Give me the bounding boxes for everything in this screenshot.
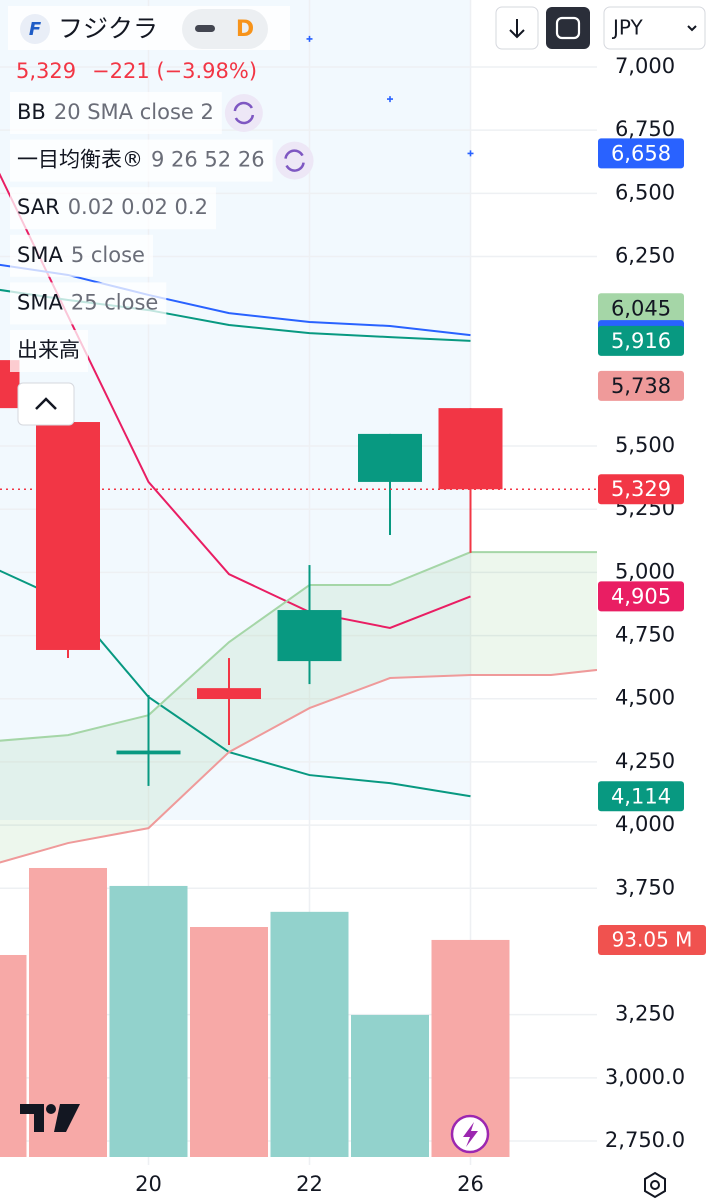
select-caret bbox=[687, 25, 697, 32]
settings-button[interactable] bbox=[644, 1171, 666, 1199]
bb-fill bbox=[0, 0, 471, 820]
legend-name: SMA bbox=[17, 290, 63, 314]
settings-icon bbox=[650, 1180, 660, 1190]
legend-params: 9 26 52 26 bbox=[151, 148, 265, 172]
volume-bar bbox=[109, 885, 188, 1157]
y-tick-label: 6,500 bbox=[615, 180, 675, 204]
currency-select[interactable] bbox=[603, 6, 706, 50]
tv-logo bbox=[20, 1104, 80, 1132]
toggle-dash bbox=[195, 25, 215, 32]
legend-name: 一目均衡表® bbox=[17, 148, 143, 172]
legend-name: BB bbox=[17, 100, 46, 124]
price: 5,329 bbox=[16, 59, 76, 83]
legend-refresh-button[interactable] bbox=[224, 94, 263, 132]
y-tick-label: 6,750 bbox=[615, 117, 675, 141]
candle-body bbox=[438, 408, 503, 490]
legend-refresh-icon bbox=[284, 149, 305, 172]
y-tick-label: 5,500 bbox=[615, 433, 675, 457]
symbol-title: フジクラ bbox=[58, 14, 158, 43]
volume-bar bbox=[190, 926, 268, 1157]
price-badge-label: 6,045 bbox=[611, 296, 671, 320]
price-badge-label: 4,114 bbox=[611, 784, 671, 808]
collapse-icon bbox=[35, 397, 57, 410]
price-badge bbox=[598, 781, 684, 812]
y-tick-label: 4,000 bbox=[615, 812, 675, 836]
volume-badge bbox=[598, 924, 706, 955]
legend-bg bbox=[10, 92, 222, 134]
legend-bg bbox=[10, 234, 153, 277]
legend-refresh-button[interactable] bbox=[275, 141, 314, 180]
change: −221 (−3.98%) bbox=[92, 59, 257, 83]
legend-bg bbox=[10, 187, 216, 230]
volume-bar bbox=[270, 911, 349, 1157]
legend-bg bbox=[10, 330, 88, 372]
price-badge bbox=[598, 138, 684, 169]
volume-badge-label: 93.05 M bbox=[612, 927, 693, 951]
ichimoku-line bbox=[0, 668, 597, 864]
candle-body bbox=[197, 688, 261, 699]
legend-bg bbox=[10, 139, 273, 182]
currency: JPY bbox=[611, 16, 644, 40]
legend-name: SMA bbox=[17, 243, 63, 267]
price-badge bbox=[598, 293, 684, 324]
legend-params: 20 SMA close 2 bbox=[54, 100, 214, 124]
y-tick-label: 2,750.0 bbox=[605, 1128, 685, 1152]
legend-params: 0.02 0.02 0.2 bbox=[68, 195, 208, 219]
legend-params: 25 close bbox=[71, 290, 159, 314]
fullscreen-icon bbox=[555, 16, 581, 40]
sar-mark bbox=[387, 96, 393, 103]
candle-body bbox=[116, 750, 181, 755]
overlay: F フジクラ D 5,329 −221 (−3.98%) JPY 7,000 6,… bbox=[8, 6, 706, 1199]
price-badge bbox=[598, 370, 684, 401]
legend-bg bbox=[10, 282, 167, 325]
price-badge bbox=[598, 581, 684, 612]
legend-name: 出来高 bbox=[17, 338, 80, 362]
candle-body bbox=[277, 610, 342, 662]
volume-bar bbox=[351, 1014, 429, 1157]
candle-body bbox=[0, 360, 20, 409]
legend: BB 20 SMA close 2 一目均衡表® 9 26 52 26 SAR 0.02 … bbox=[10, 92, 314, 372]
price-badge-label: 5,738 bbox=[611, 374, 671, 398]
x-tick-label: 26 bbox=[457, 1172, 484, 1196]
candle-body bbox=[36, 422, 100, 650]
price-badge bbox=[598, 325, 684, 356]
fullscreen-button[interactable] bbox=[546, 7, 590, 49]
legend-refresh-icon bbox=[233, 101, 255, 125]
x-tick-label: 22 bbox=[296, 1172, 323, 1196]
y-tick-label: 6,250 bbox=[615, 244, 675, 268]
sar-mark bbox=[467, 150, 474, 157]
interval[interactable]: D bbox=[236, 17, 254, 42]
legend-params: 5 close bbox=[71, 243, 145, 267]
volume-bar bbox=[0, 954, 27, 1157]
y-tick-label: 3,000.0 bbox=[605, 1065, 685, 1089]
logo-letter: F bbox=[29, 19, 42, 40]
price-badge-label: 4,905 bbox=[611, 584, 671, 608]
y-tick-label: 3,250 bbox=[615, 1002, 675, 1026]
price-badge-label: 5,916 bbox=[611, 329, 671, 353]
legend-name: SAR bbox=[17, 195, 60, 219]
candle-body bbox=[358, 433, 422, 482]
y-tick-label: 4,500 bbox=[615, 686, 675, 710]
price-badge bbox=[598, 474, 684, 505]
y-tick-label: 7,000 bbox=[615, 54, 675, 78]
lightning-icon bbox=[463, 1122, 478, 1147]
y-tick-label: 4,250 bbox=[615, 749, 675, 773]
download-icon bbox=[509, 19, 525, 39]
collapse-button[interactable] bbox=[17, 382, 75, 426]
x-tick-label: 20 bbox=[135, 1172, 162, 1196]
y-tick-label: 3,750 bbox=[615, 875, 675, 899]
price-badge-label: 6,658 bbox=[611, 141, 671, 165]
toggle[interactable] bbox=[182, 9, 268, 49]
logo bbox=[20, 14, 50, 44]
y-tick-label: 4,750 bbox=[615, 623, 675, 647]
y-tick-label: 5,000 bbox=[615, 559, 675, 583]
price-badge-label: 5,329 bbox=[611, 477, 671, 501]
sar-mark bbox=[306, 35, 313, 42]
